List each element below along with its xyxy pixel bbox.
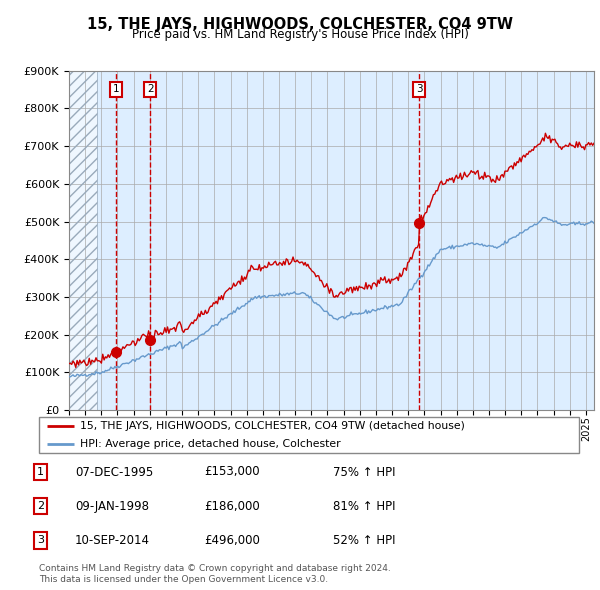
Text: Contains HM Land Registry data © Crown copyright and database right 2024.: Contains HM Land Registry data © Crown c… xyxy=(39,565,391,573)
Text: 10-SEP-2014: 10-SEP-2014 xyxy=(75,534,150,547)
Text: 09-JAN-1998: 09-JAN-1998 xyxy=(75,500,149,513)
Text: 81% ↑ HPI: 81% ↑ HPI xyxy=(333,500,395,513)
Text: 52% ↑ HPI: 52% ↑ HPI xyxy=(333,534,395,547)
Text: 3: 3 xyxy=(37,536,44,545)
Text: 07-DEC-1995: 07-DEC-1995 xyxy=(75,466,153,478)
Text: HPI: Average price, detached house, Colchester: HPI: Average price, detached house, Colc… xyxy=(79,439,340,449)
Text: £496,000: £496,000 xyxy=(204,534,260,547)
Text: 3: 3 xyxy=(416,84,422,94)
Text: 1: 1 xyxy=(37,467,44,477)
Text: Price paid vs. HM Land Registry's House Price Index (HPI): Price paid vs. HM Land Registry's House … xyxy=(131,28,469,41)
Text: £153,000: £153,000 xyxy=(204,466,260,478)
Text: 15, THE JAYS, HIGHWOODS, COLCHESTER, CO4 9TW (detached house): 15, THE JAYS, HIGHWOODS, COLCHESTER, CO4… xyxy=(79,421,464,431)
Text: 15, THE JAYS, HIGHWOODS, COLCHESTER, CO4 9TW: 15, THE JAYS, HIGHWOODS, COLCHESTER, CO4… xyxy=(87,17,513,31)
Bar xyxy=(69,71,97,410)
Text: 1: 1 xyxy=(113,84,119,94)
Text: £186,000: £186,000 xyxy=(204,500,260,513)
Text: 2: 2 xyxy=(147,84,154,94)
Text: 2: 2 xyxy=(37,502,44,511)
Text: 75% ↑ HPI: 75% ↑ HPI xyxy=(333,466,395,478)
Bar xyxy=(69,71,97,410)
Text: This data is licensed under the Open Government Licence v3.0.: This data is licensed under the Open Gov… xyxy=(39,575,328,584)
